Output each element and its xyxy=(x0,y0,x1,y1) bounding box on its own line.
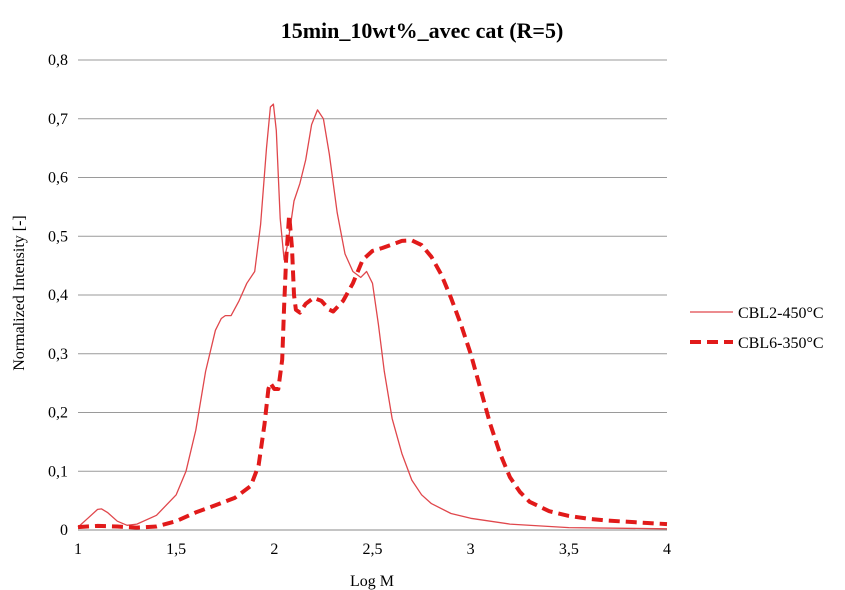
y-tick-label: 0,6 xyxy=(48,170,68,187)
legend-label: CBL6-350°C xyxy=(738,335,824,352)
y-tick-label: 0,2 xyxy=(48,405,68,422)
y-tick-label: 0,7 xyxy=(48,111,68,128)
x-axis-title: Log M xyxy=(350,573,394,590)
y-tick-label: 0 xyxy=(60,522,68,539)
series-lines xyxy=(77,103,668,530)
legend: CBL2-450°C CBL6-350°C xyxy=(690,305,824,352)
x-tick-label: 1,5 xyxy=(166,541,186,558)
x-tick-label: 1 xyxy=(74,541,82,558)
y-tick-labels: 0 0,1 0,2 0,3 0,4 0,5 0,6 0,7 0,8 xyxy=(48,52,68,539)
chart-title: 15min_10wt%_avec cat (R=5) xyxy=(281,18,564,43)
x-tick-labels: 1 1,5 2 2,5 3 3,5 4 xyxy=(74,541,671,558)
x-tick-label: 2 xyxy=(270,541,278,558)
gridlines xyxy=(78,59,667,472)
x-tick-label: 3 xyxy=(467,541,475,558)
series-line-1 xyxy=(77,103,668,530)
legend-label: CBL2-450°C xyxy=(738,305,824,322)
x-tick-label: 2,5 xyxy=(363,541,383,558)
y-tick-label: 0,5 xyxy=(48,228,68,245)
x-tick-label: 3,5 xyxy=(559,541,579,558)
y-tick-label: 0,1 xyxy=(48,463,68,480)
y-tick-label: 0,4 xyxy=(48,287,68,304)
y-tick-label: 0,8 xyxy=(48,52,68,69)
y-axis-title: Normalized Intensity [-] xyxy=(11,215,28,371)
x-tick-label: 4 xyxy=(663,541,671,558)
y-tick-label: 0,3 xyxy=(48,346,68,363)
series-line-2 xyxy=(77,213,668,530)
